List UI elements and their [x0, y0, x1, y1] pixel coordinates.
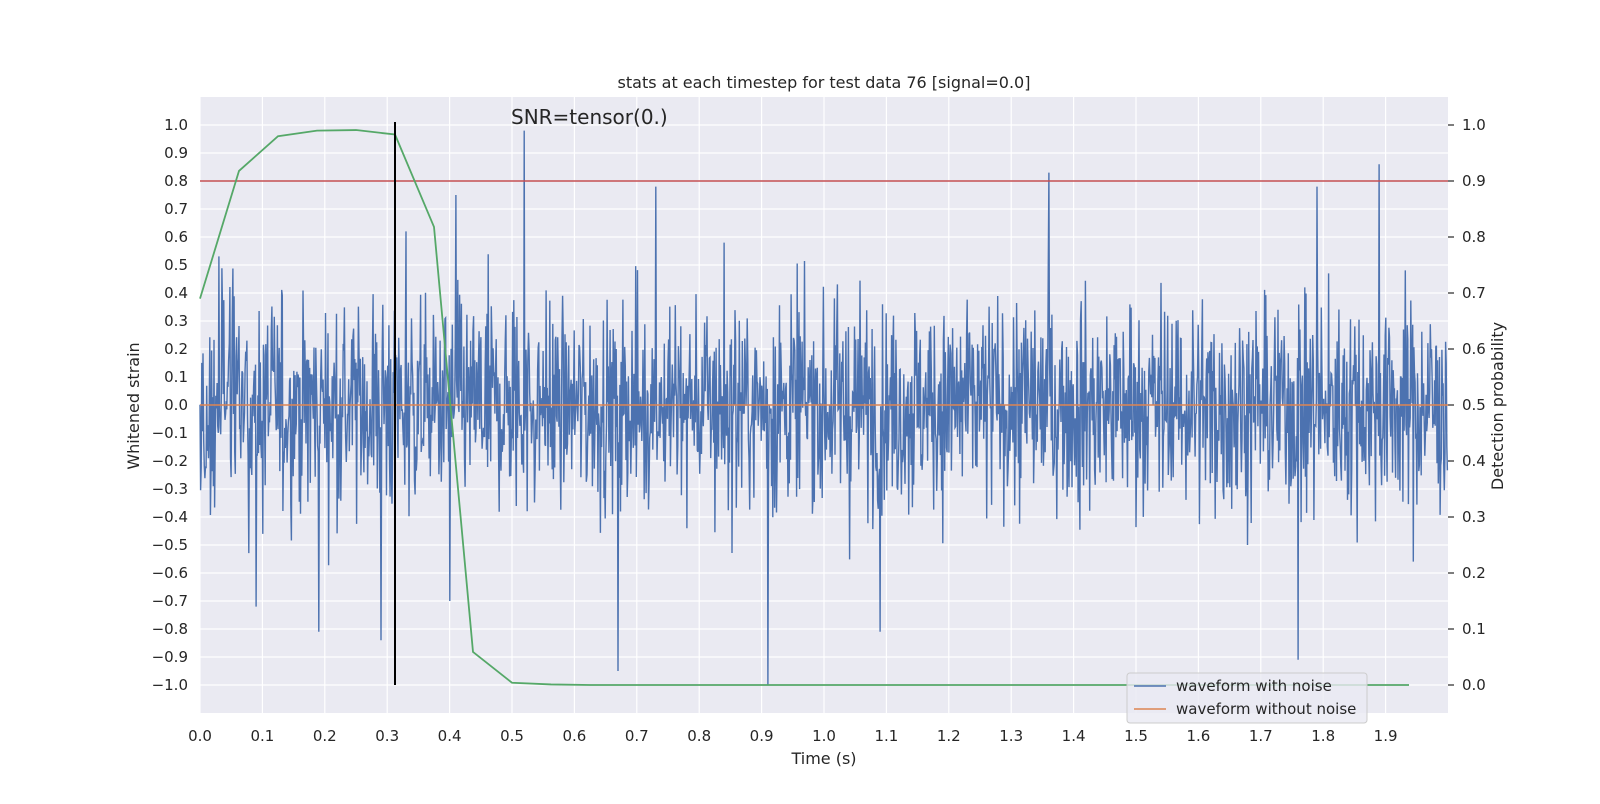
y2-tick-label: 0.2 [1462, 564, 1486, 582]
y2-tick-labels: 1.0 0.9 0.8 0.7 0.6 0.5 0.4 0.3 0.2 0.1 0.0 [1448, 116, 1486, 694]
y-tick-label: 0.3 [164, 312, 188, 330]
x-tick-label: 1.5 [1124, 727, 1148, 745]
x-tick-label: 1.8 [1311, 727, 1335, 745]
y-axis-label: Whitened strain [124, 342, 143, 469]
x-tick-label: 1.6 [1186, 727, 1210, 745]
y2-tick-label: 0.6 [1462, 340, 1486, 358]
y-tick-label: 0.9 [164, 144, 188, 162]
y2-tick-label: 1.0 [1462, 116, 1486, 134]
x-tick-label: 0.6 [562, 727, 586, 745]
x-axis-label: Time (s) [790, 749, 856, 768]
y-tick-label: −0.7 [152, 592, 188, 610]
y-tick-label: −1.0 [152, 676, 188, 694]
y-tick-label: 0.2 [164, 340, 188, 358]
x-tick-label: 0.0 [188, 727, 212, 745]
y-tick-label: 1.0 [164, 116, 188, 134]
y-tick-label: −0.5 [152, 536, 188, 554]
y-tick-label: −0.4 [152, 508, 188, 526]
y-tick-label: 0.8 [164, 172, 188, 190]
y2-tick-label: 0.9 [1462, 172, 1486, 190]
y-tick-label: 0.5 [164, 256, 188, 274]
y2-tick-label: 0.8 [1462, 228, 1486, 246]
y2-tick-label: 0.5 [1462, 396, 1486, 414]
x-tick-label: 1.4 [1062, 727, 1086, 745]
x-tick-label: 0.3 [375, 727, 399, 745]
legend-label-clean: waveform without noise [1176, 700, 1356, 718]
y-tick-label: −0.9 [152, 648, 188, 666]
x-tick-label: 1.2 [937, 727, 961, 745]
y-tick-labels: 1.0 0.9 0.8 0.7 0.6 0.5 0.4 0.3 0.2 0.1 0.0 −0.1 −0.… [152, 116, 188, 694]
x-tick-label: 1.3 [999, 727, 1023, 745]
y-tick-label: −0.1 [152, 424, 188, 442]
y-tick-label: −0.2 [152, 452, 188, 470]
x-tick-label: 0.1 [250, 727, 274, 745]
x-tick-label: 0.2 [313, 727, 337, 745]
y2-tick-label: 0.7 [1462, 284, 1486, 302]
x-tick-label: 1.9 [1374, 727, 1398, 745]
y2-tick-label: 0.0 [1462, 676, 1486, 694]
chart-title: stats at each timestep for test data 76 … [618, 73, 1031, 92]
y-tick-label: −0.8 [152, 620, 188, 638]
x-tick-label: 0.7 [625, 727, 649, 745]
y-tick-label: 0.1 [164, 368, 188, 386]
y2-axis-label: Detection probability [1488, 322, 1507, 490]
y2-tick-label: 0.4 [1462, 452, 1486, 470]
x-tick-labels: 0.0 0.1 0.2 0.3 0.4 0.5 0.6 0.7 0.8 0.9 1.0 1.1 1.2 1… [188, 727, 1397, 745]
y-tick-label: −0.6 [152, 564, 188, 582]
x-tick-label: 1.7 [1249, 727, 1273, 745]
x-tick-label: 0.9 [750, 727, 774, 745]
x-tick-label: 1.1 [874, 727, 898, 745]
y-tick-label: 0.7 [164, 200, 188, 218]
y-tick-label: −0.3 [152, 480, 188, 498]
snr-annotation: SNR=tensor(0.) [511, 105, 668, 129]
legend: waveform with noise waveform without noi… [1127, 673, 1367, 723]
y-tick-label: 0.4 [164, 284, 188, 302]
x-tick-label: 0.5 [500, 727, 524, 745]
x-tick-label: 0.4 [438, 727, 462, 745]
y2-tick-label: 0.1 [1462, 620, 1486, 638]
y-tick-label: 0.6 [164, 228, 188, 246]
x-tick-label: 1.0 [812, 727, 836, 745]
x-tick-label: 0.8 [687, 727, 711, 745]
y-tick-label: 0.0 [164, 396, 188, 414]
legend-label-noisy: waveform with noise [1176, 677, 1332, 695]
y2-tick-label: 0.3 [1462, 508, 1486, 526]
